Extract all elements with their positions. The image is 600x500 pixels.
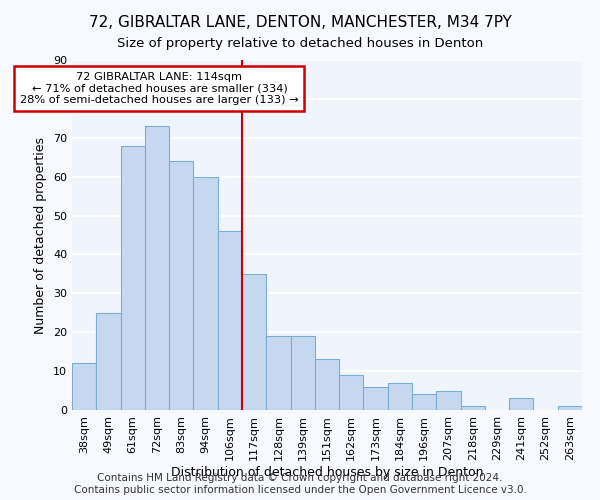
Bar bbox=[242, 274, 266, 410]
Bar bbox=[388, 383, 412, 410]
Bar bbox=[96, 313, 121, 410]
Bar bbox=[412, 394, 436, 410]
Bar bbox=[266, 336, 290, 410]
Text: 72, GIBRALTAR LANE, DENTON, MANCHESTER, M34 7PY: 72, GIBRALTAR LANE, DENTON, MANCHESTER, … bbox=[89, 15, 511, 30]
Bar bbox=[72, 364, 96, 410]
Text: Contains HM Land Registry data © Crown copyright and database right 2024.
Contai: Contains HM Land Registry data © Crown c… bbox=[74, 474, 526, 495]
Bar bbox=[364, 386, 388, 410]
Text: 72 GIBRALTAR LANE: 114sqm
← 71% of detached houses are smaller (334)
28% of semi: 72 GIBRALTAR LANE: 114sqm ← 71% of detac… bbox=[20, 72, 299, 105]
Bar bbox=[558, 406, 582, 410]
Bar bbox=[121, 146, 145, 410]
Bar bbox=[509, 398, 533, 410]
Text: Size of property relative to detached houses in Denton: Size of property relative to detached ho… bbox=[117, 38, 483, 51]
Y-axis label: Number of detached properties: Number of detached properties bbox=[34, 136, 47, 334]
Bar bbox=[169, 161, 193, 410]
Bar bbox=[290, 336, 315, 410]
Bar bbox=[193, 176, 218, 410]
Bar bbox=[339, 375, 364, 410]
Bar bbox=[315, 360, 339, 410]
Bar bbox=[145, 126, 169, 410]
Bar bbox=[436, 390, 461, 410]
X-axis label: Distribution of detached houses by size in Denton: Distribution of detached houses by size … bbox=[171, 466, 483, 478]
Bar bbox=[218, 231, 242, 410]
Bar bbox=[461, 406, 485, 410]
